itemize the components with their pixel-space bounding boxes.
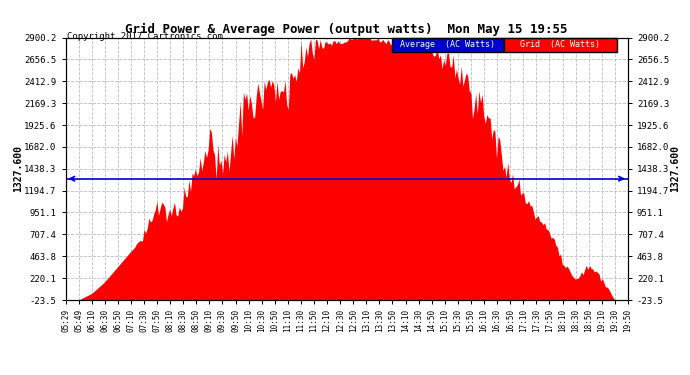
Y-axis label: 1327.600: 1327.600 bbox=[671, 145, 680, 192]
FancyBboxPatch shape bbox=[392, 38, 504, 52]
Y-axis label: 1327.600: 1327.600 bbox=[13, 145, 23, 192]
Text: Copyright 2017 Cartronics.com: Copyright 2017 Cartronics.com bbox=[67, 32, 223, 41]
Text: Average  (AC Watts): Average (AC Watts) bbox=[400, 40, 495, 49]
Title: Grid Power & Average Power (output watts)  Mon May 15 19:55: Grid Power & Average Power (output watts… bbox=[126, 23, 568, 36]
Text: Grid  (AC Watts): Grid (AC Watts) bbox=[520, 40, 600, 49]
FancyBboxPatch shape bbox=[504, 38, 617, 52]
